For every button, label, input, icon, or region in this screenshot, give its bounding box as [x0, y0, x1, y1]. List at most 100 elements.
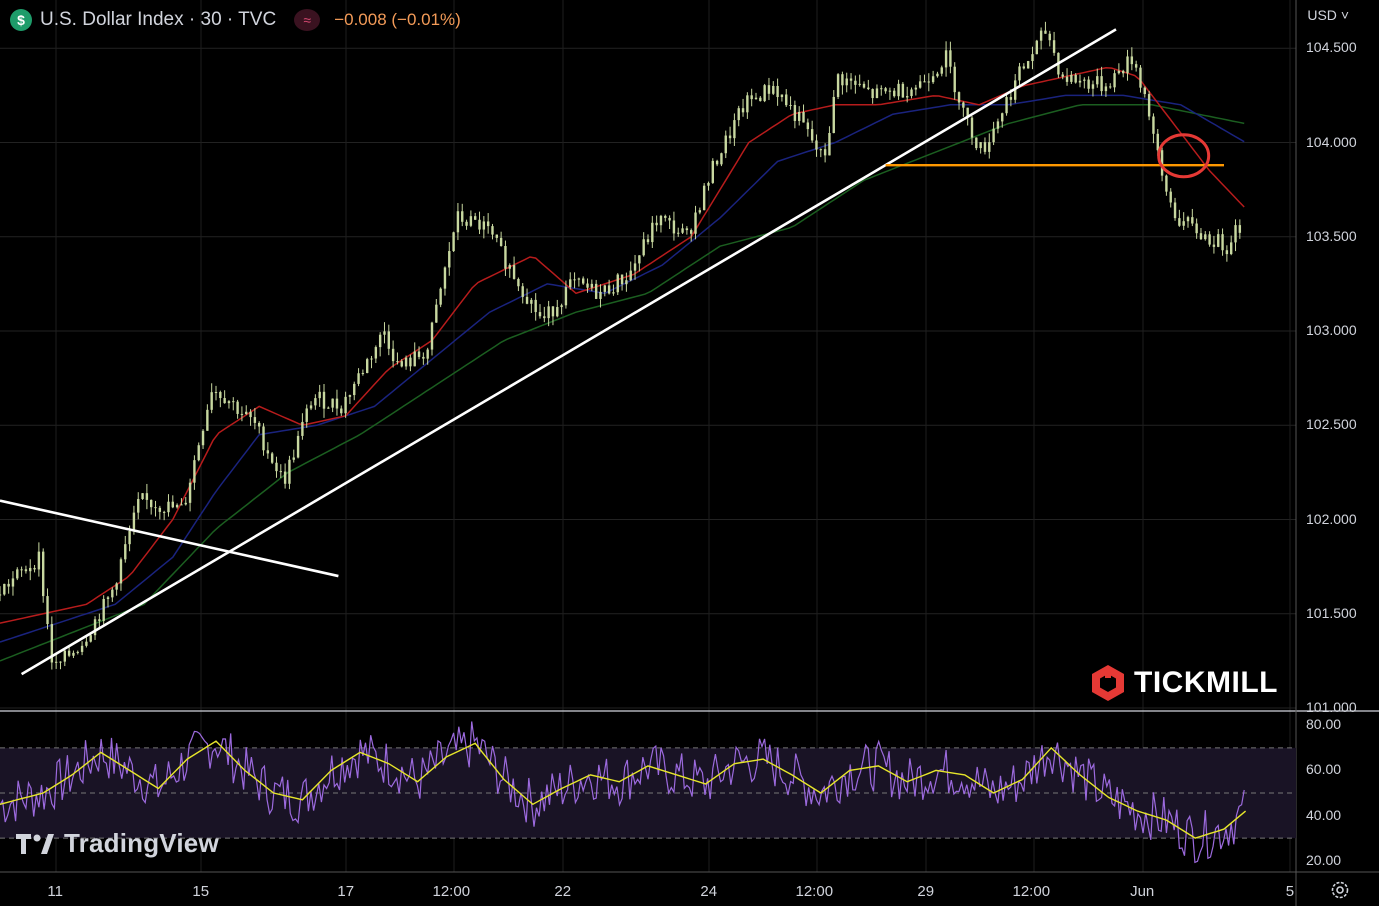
- candle-body: [504, 245, 507, 269]
- candle: [828, 126, 831, 156]
- candle-body: [474, 216, 477, 220]
- candle: [867, 79, 870, 91]
- candle: [80, 641, 84, 656]
- price-tick-label: 102.000: [1306, 510, 1357, 527]
- price-tick-label: 103.500: [1306, 227, 1357, 244]
- candle: [322, 383, 326, 418]
- candle: [499, 231, 503, 247]
- candle: [746, 92, 749, 119]
- candle-body: [957, 92, 961, 103]
- candle: [309, 401, 313, 411]
- candle-body: [361, 373, 365, 375]
- candle: [607, 279, 611, 295]
- candle-body: [1178, 218, 1181, 226]
- candle-body: [720, 153, 723, 165]
- candle: [11, 571, 15, 596]
- candle-body: [512, 265, 516, 279]
- candle-body: [759, 97, 762, 102]
- candle-body: [1191, 217, 1194, 224]
- dollar-icon[interactable]: $: [10, 9, 32, 31]
- candle-body: [119, 559, 123, 584]
- candle: [1195, 218, 1198, 239]
- candle-body: [167, 501, 170, 513]
- gear-icon[interactable]: [1330, 880, 1350, 900]
- candle-body: [0, 594, 2, 596]
- price-tick-label: 102.500: [1306, 416, 1357, 433]
- candle: [461, 203, 464, 227]
- candle-body: [1217, 234, 1220, 247]
- candle-body: [89, 635, 92, 642]
- currency-selector[interactable]: USD ˅: [1307, 7, 1349, 23]
- candle-body: [413, 351, 416, 367]
- time-tick-label: 17: [337, 883, 355, 900]
- time-tick-label: 15: [192, 883, 210, 900]
- candle-body: [249, 411, 252, 418]
- candle: [162, 510, 166, 521]
- candle: [793, 100, 797, 129]
- candle-body: [115, 583, 118, 590]
- symbol-title[interactable]: U.S. Dollar Index · 30 · TVC: [40, 9, 277, 30]
- candle-body: [975, 137, 978, 149]
- candle: [763, 83, 766, 103]
- candle: [366, 357, 369, 374]
- rsi-tick-label: 40.00: [1306, 806, 1342, 823]
- candle: [1113, 69, 1116, 93]
- candle-body: [124, 544, 127, 560]
- candle: [426, 347, 429, 365]
- candle-body: [253, 417, 257, 423]
- candle-body: [1044, 30, 1047, 34]
- candle-body: [29, 567, 32, 572]
- candle-body: [357, 373, 360, 384]
- candle-body: [232, 401, 235, 403]
- candle: [478, 211, 481, 235]
- candle-body: [633, 263, 637, 271]
- candle: [715, 159, 719, 167]
- candle-body: [279, 471, 282, 473]
- candle: [1134, 60, 1138, 72]
- candle: [201, 429, 205, 449]
- candle-body: [98, 619, 101, 621]
- candle-body: [707, 182, 710, 186]
- candle: [547, 300, 550, 327]
- candle: [741, 98, 745, 117]
- candle: [154, 500, 157, 517]
- candle: [1234, 219, 1237, 252]
- candle-body: [175, 504, 179, 508]
- candle-body: [1173, 202, 1177, 219]
- candle-body: [340, 408, 343, 414]
- candle: [949, 41, 952, 74]
- candle: [361, 369, 365, 376]
- candle-body: [210, 392, 213, 410]
- candle-body: [871, 89, 874, 99]
- candle: [560, 303, 563, 315]
- candle-body: [137, 499, 140, 513]
- candle-body: [923, 81, 926, 83]
- candle-body: [551, 306, 555, 317]
- candle-body: [275, 462, 278, 472]
- candle-body: [76, 651, 79, 653]
- candle-body: [331, 398, 334, 408]
- candle: [538, 304, 542, 319]
- candle: [586, 278, 589, 293]
- candle-body: [1083, 79, 1086, 81]
- candle-body: [893, 90, 896, 97]
- chevron-down-icon: ˅: [1340, 7, 1349, 23]
- candle-body: [42, 551, 45, 597]
- candle: [46, 588, 49, 630]
- candle: [417, 346, 421, 360]
- candle: [175, 503, 179, 509]
- indicator-wave-icon[interactable]: ≈: [294, 9, 321, 31]
- candle: [20, 566, 23, 577]
- candle-body: [188, 482, 192, 503]
- candle: [642, 232, 645, 257]
- candle: [1070, 71, 1073, 85]
- candle: [1048, 30, 1051, 47]
- candle-body: [184, 502, 187, 505]
- candle: [1083, 77, 1086, 89]
- candle-body: [366, 359, 369, 374]
- candle-body: [141, 493, 144, 500]
- candle: [754, 92, 758, 100]
- candle-body: [1134, 64, 1138, 68]
- candle-body: [180, 504, 183, 506]
